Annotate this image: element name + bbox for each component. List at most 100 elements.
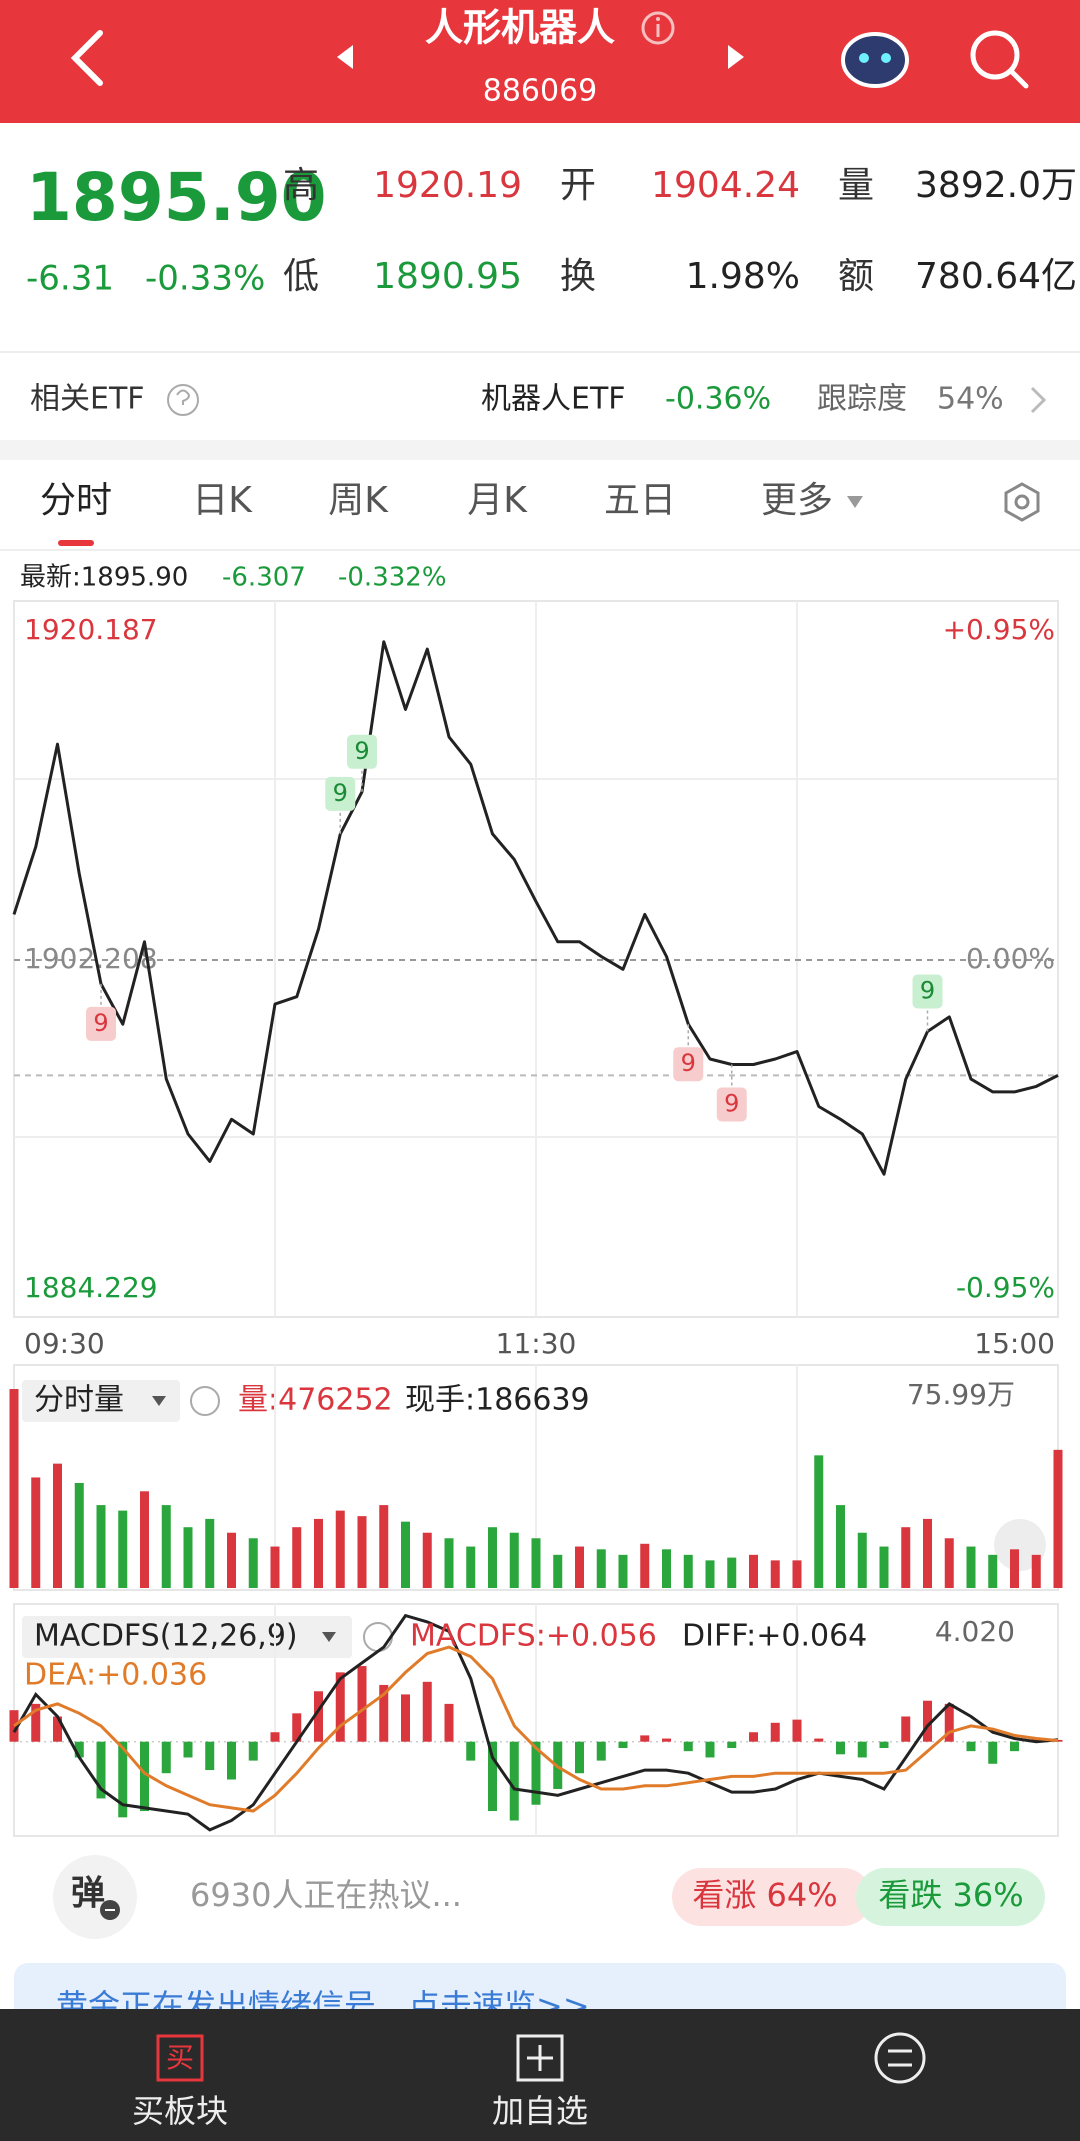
- x-tick-label: 11:30: [496, 1327, 577, 1360]
- macd-bar: [575, 1741, 584, 1774]
- macd-bar: [118, 1741, 128, 1818]
- macd-bar: [705, 1741, 715, 1758]
- add-icon[interactable]: [516, 2034, 564, 2082]
- macd-bar: [901, 1716, 911, 1742]
- macd-bar: [53, 1716, 62, 1742]
- marker-label: 9: [724, 1089, 739, 1117]
- y2-tick-label: -0.95%: [956, 1271, 1055, 1304]
- help-icon[interactable]: [190, 1386, 220, 1416]
- legend-name: DIFF:: [682, 1619, 756, 1654]
- etf-name[interactable]: 机器人ETF: [481, 382, 626, 417]
- volume-label: 量:: [238, 1383, 278, 1418]
- volume-bar: [335, 1510, 345, 1588]
- nav-buy[interactable]: 买板块: [132, 2092, 228, 2130]
- macd-bar: [640, 1735, 650, 1742]
- y2-tick-label: 0.00%: [966, 942, 1055, 975]
- bear-label: 看跌 36%: [878, 1876, 1023, 1914]
- buy-icon-char: 买: [166, 2041, 194, 2074]
- volume-selector[interactable]: [22, 1380, 180, 1422]
- bear-button[interactable]: [856, 1868, 1045, 1926]
- y-tick-label: 4.020: [935, 1615, 1015, 1648]
- volume-bar: [401, 1521, 410, 1588]
- field-label: 开: [560, 165, 596, 206]
- field-label: 低: [283, 256, 319, 297]
- volume-bar: [596, 1549, 606, 1588]
- dropdown-arrow: [322, 1632, 336, 1642]
- search-icon[interactable]: [970, 30, 1020, 80]
- marker-box: [86, 1006, 116, 1041]
- prev-button[interactable]: [337, 45, 353, 69]
- discussion-text[interactable]: 6930人正在热议...: [190, 1876, 462, 1914]
- volume-bar: [879, 1546, 889, 1588]
- help-icon[interactable]: [363, 1622, 393, 1652]
- more-arrow: [847, 496, 863, 508]
- macd-bar: [9, 1710, 19, 1742]
- volume-title: 分时量: [34, 1383, 124, 1418]
- bull-button[interactable]: [672, 1868, 872, 1926]
- marker-box: [912, 974, 943, 1009]
- volume-bar: [966, 1546, 976, 1588]
- macd-bar: [727, 1741, 737, 1749]
- tab[interactable]: 日K: [192, 480, 253, 521]
- chevron[interactable]: [1030, 386, 1047, 414]
- help-glyph: [176, 389, 191, 405]
- volume-bar: [531, 1538, 541, 1588]
- macd-bar: [248, 1741, 258, 1761]
- y-tick-label: 1902.208: [24, 942, 158, 975]
- dropdown-arrow: [152, 1396, 166, 1406]
- nav-add[interactable]: 加自选: [492, 2092, 588, 2130]
- macd-bar: [292, 1713, 302, 1742]
- macd-selector[interactable]: [22, 1616, 352, 1658]
- title: 人形机器人: [425, 6, 615, 50]
- tab[interactable]: 更多: [761, 480, 833, 521]
- legend-value: +0.064: [756, 1619, 867, 1654]
- next-button[interactable]: [728, 45, 744, 69]
- volume-bar: [1010, 1549, 1019, 1588]
- volume-bar: [988, 1554, 998, 1588]
- info-icon[interactable]: [641, 11, 675, 45]
- tab[interactable]: 周K: [328, 480, 389, 521]
- field-label: 高: [283, 165, 319, 206]
- hand-label: 现手:: [405, 1383, 475, 1418]
- help-icon[interactable]: [167, 384, 199, 416]
- macd-line: [12, 1613, 1059, 1832]
- price-line: [12, 640, 1059, 1176]
- macd-bar: [857, 1741, 867, 1758]
- danmaku-label: 弹: [71, 1874, 105, 1914]
- volume-bar: [814, 1455, 824, 1588]
- field-label: 量: [838, 165, 874, 206]
- marker-box: [673, 1047, 704, 1082]
- menu-icon[interactable]: [874, 2032, 926, 2084]
- search-handle: [1008, 68, 1029, 89]
- volume-bar: [422, 1532, 432, 1588]
- volume-bar: [640, 1543, 650, 1588]
- tab[interactable]: 分时: [40, 480, 112, 521]
- field-label: 换: [560, 256, 596, 297]
- volume-bar: [161, 1505, 171, 1588]
- latest-change: -6.307: [222, 563, 306, 593]
- marker-label: 9: [333, 779, 348, 807]
- buy-icon[interactable]: [156, 2034, 204, 2082]
- volume-bar: [74, 1482, 84, 1588]
- tab[interactable]: 月K: [467, 480, 528, 521]
- back-button[interactable]: [70, 30, 103, 86]
- volume-bar: [205, 1518, 215, 1588]
- volume-bar: [31, 1477, 41, 1588]
- macd-bar: [662, 1738, 671, 1742]
- marker-box: [325, 776, 356, 811]
- macd-bar: [770, 1722, 780, 1742]
- volume-bar: [357, 1516, 367, 1588]
- volume-bar: [227, 1532, 236, 1588]
- macd-bar: [1010, 1741, 1019, 1752]
- settings-icon[interactable]: [1004, 482, 1040, 522]
- robot-icon[interactable]: [841, 32, 909, 88]
- volume-bar: [140, 1491, 149, 1588]
- field-value: 1890.95: [373, 256, 522, 297]
- macd-bar: [140, 1741, 149, 1812]
- marker-box: [347, 734, 377, 769]
- latest-label: 最新:: [20, 563, 81, 593]
- volume-value: 476252: [278, 1383, 393, 1418]
- macd-bar: [335, 1672, 345, 1742]
- tab[interactable]: 五日: [604, 480, 676, 521]
